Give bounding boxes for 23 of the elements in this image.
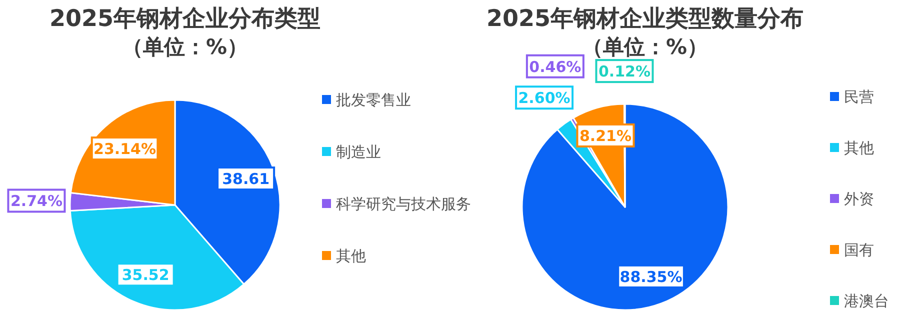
chart-title: 2025年钢材企业类型数量分布 [486, 6, 804, 32]
pie-slice [521, 103, 729, 311]
chart-title: 2025年钢材企业分布类型 [49, 6, 321, 32]
legend-label: 外资 [844, 190, 874, 208]
legend-label: 批发零售业 [336, 91, 411, 109]
legend-label: 港澳台 [844, 292, 889, 310]
data-label: 23.14% [94, 140, 156, 158]
data-label: 0.12% [598, 62, 651, 81]
data-label: 0.46% [529, 58, 582, 76]
legend-label: 科学研究与技术服务 [336, 195, 471, 213]
data-label: 8.21% [579, 126, 632, 145]
data-label: 2.60% [518, 89, 570, 108]
chart-subtitle: （单位：%） [582, 35, 708, 59]
legend-label: 国有 [844, 241, 874, 259]
data-label: 2.74% [10, 192, 62, 210]
legend-label: 制造业 [336, 143, 381, 161]
chart-subtitle: （单位：%） [122, 35, 248, 59]
legend-label: 其他 [336, 247, 366, 265]
legend-label: 其他 [844, 139, 874, 157]
data-label: 88.35% [620, 268, 682, 286]
data-label: 35.52 [122, 266, 170, 284]
legend-label: 民营 [844, 88, 874, 106]
data-label: 38.61 [222, 170, 270, 188]
